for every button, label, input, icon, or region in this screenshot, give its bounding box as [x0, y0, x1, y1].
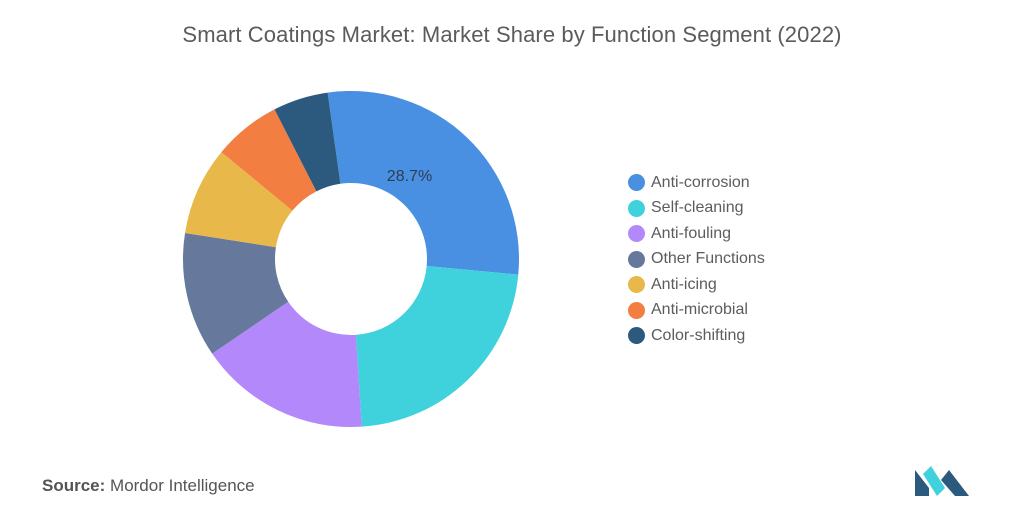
legend-swatch — [628, 327, 645, 345]
legend-label: Other Functions — [651, 250, 765, 268]
legend-swatch — [628, 276, 645, 294]
logo-shape-middle — [923, 466, 945, 496]
legend-item: Anti-microbial — [628, 298, 765, 324]
legend-item: Other Functions — [628, 247, 765, 273]
legend-swatch — [628, 250, 645, 268]
legend-label: Self-cleaning — [651, 199, 744, 217]
donut-slice-anti-corrosion — [327, 91, 519, 275]
donut-slice-self-cleaning — [355, 266, 519, 427]
source-value: Mordor Intelligence — [110, 476, 255, 495]
logo-shape-right — [941, 470, 969, 496]
data-label-anti-corrosion: 28.7% — [387, 168, 432, 185]
legend-item: Color-shifting — [628, 323, 765, 349]
legend-label: Anti-icing — [651, 275, 717, 293]
legend-label: Anti-microbial — [651, 301, 748, 319]
chart-legend: Anti-corrosion Self-cleaning Anti-fouling O… — [628, 170, 765, 349]
legend-item: Self-cleaning — [628, 196, 765, 222]
donut-slice-anti-icing — [185, 152, 293, 248]
mordor-intelligence-logo-icon — [915, 466, 969, 496]
legend-swatch — [628, 199, 645, 217]
legend-swatch — [628, 225, 645, 243]
donut-slice-color-shifting — [274, 92, 341, 192]
logo-shape-left — [915, 470, 929, 496]
donut-slice-other-functions — [183, 232, 289, 354]
legend-label: Anti-fouling — [651, 224, 732, 242]
donut-data-labels: 28.7% — [387, 168, 432, 185]
source-line: Source: Mordor Intelligence — [42, 476, 255, 496]
legend-item: Anti-corrosion — [628, 170, 765, 196]
legend-swatch — [628, 301, 645, 319]
legend-swatch — [628, 174, 645, 192]
chart-title: Smart Coatings Market: Market Share by F… — [182, 22, 842, 47]
legend-item: Anti-fouling — [628, 221, 765, 247]
legend-label: Anti-corrosion — [651, 173, 750, 191]
donut-slice-anti-microbial — [221, 109, 317, 211]
legend-label: Color-shifting — [651, 326, 746, 344]
legend-item: Anti-icing — [628, 272, 765, 298]
donut-slices — [183, 91, 519, 427]
source-label: Source: — [42, 476, 106, 495]
donut-slice-anti-fouling — [212, 301, 362, 427]
